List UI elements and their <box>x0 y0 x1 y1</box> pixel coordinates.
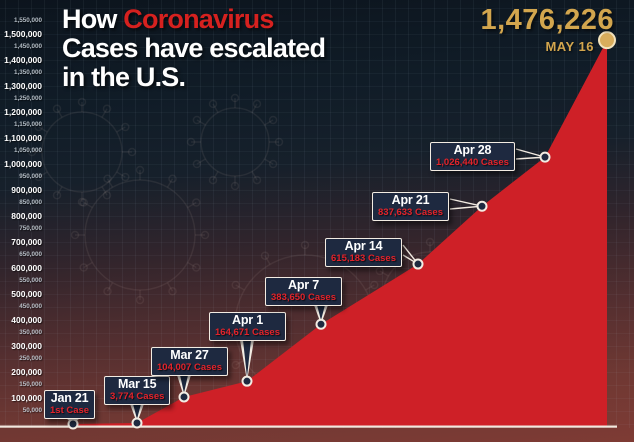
data-point-dot <box>241 375 253 387</box>
data-point-dot <box>476 200 488 212</box>
callout-date: Mar 27 <box>170 348 209 362</box>
callout-cases: 3,774 Cases <box>110 390 165 402</box>
y-tick-label: 350,000 <box>19 329 42 336</box>
callout-date: Apr 14 <box>344 239 383 253</box>
cases-area-series <box>73 40 607 428</box>
callout-pointer-inner <box>133 404 141 420</box>
callout-date: Jan 21 <box>50 391 89 405</box>
callout-jan-21: Jan 21 1st Case <box>44 390 96 419</box>
y-tick-label: 250,000 <box>19 355 42 362</box>
y-tick-label: 1,050,000 <box>13 147 42 154</box>
y-tick-label: 150,000 <box>19 381 42 388</box>
y-tick-label: 400,000 <box>11 315 42 325</box>
y-tick-label: 850,000 <box>19 199 42 206</box>
y-tick-label: 950,000 <box>19 173 42 180</box>
callout-pointer-inner <box>243 340 251 378</box>
y-tick-label: 1,450,000 <box>13 43 42 50</box>
callout-pointer-inner <box>180 375 188 393</box>
y-tick-label: 1,200,000 <box>4 107 42 117</box>
data-point-dot <box>539 151 551 163</box>
data-point-dot <box>131 417 143 429</box>
callout-apr-1: Apr 1 164,671 Cases <box>209 312 286 341</box>
y-tick-label: 550,000 <box>19 277 42 284</box>
callout-cases: 1st Case <box>50 404 90 416</box>
y-tick-label: 450,000 <box>19 303 42 310</box>
callout-apr-21: Apr 21 837,633 Cases <box>372 192 449 221</box>
y-tick-label: 1,400,000 <box>4 55 42 65</box>
callout-mar-15: Mar 15 3,774 Cases <box>104 376 171 405</box>
y-tick-label: 1,100,000 <box>4 133 42 143</box>
y-tick-label: 1,000,000 <box>4 159 42 169</box>
total-cases-value: 1,476,226 <box>480 4 614 36</box>
callout-date: Apr 21 <box>391 193 430 207</box>
y-tick-label: 1,150,000 <box>13 121 42 128</box>
callout-date: Apr 1 <box>232 313 263 327</box>
y-tick-label: 800,000 <box>11 211 42 221</box>
title-word-how: How <box>62 4 117 34</box>
total-cases-date: MAY 16 <box>545 39 594 54</box>
callout-cases: 164,671 Cases <box>215 326 280 338</box>
y-tick-label: 900,000 <box>11 185 42 195</box>
y-tick-label: 1,300,000 <box>4 81 42 91</box>
y-tick-label: 1,250,000 <box>13 95 42 102</box>
y-tick-label: 700,000 <box>11 237 42 247</box>
callout-cases: 104,007 Cases <box>157 361 222 373</box>
data-point-dot <box>178 391 190 403</box>
virus-sketch <box>186 93 284 191</box>
callout-date: Apr 7 <box>288 278 319 292</box>
y-tick-label: 50,000 <box>22 407 42 414</box>
callout-apr-28: Apr 28 1,026,440 Cases <box>430 142 515 171</box>
y-tick-label: 650,000 <box>19 251 42 258</box>
virus-sketch <box>70 165 210 305</box>
y-tick-label: 750,000 <box>19 225 42 232</box>
x-axis-line <box>0 425 617 428</box>
title-line-3: in the U.S. <box>62 62 186 92</box>
callout-date: Mar 15 <box>118 377 157 391</box>
y-tick-label: 600,000 <box>11 263 42 273</box>
callout-cases: 383,650 Cases <box>271 291 336 303</box>
virus-sketch <box>27 97 137 207</box>
callout-cases: 615,183 Cases <box>331 252 396 264</box>
total-counter: 1,476,226 MAY 16 <box>480 4 614 54</box>
callout-cases: 837,633 Cases <box>378 206 443 218</box>
data-point-dot <box>315 318 327 330</box>
callout-date: Apr 28 <box>453 143 492 157</box>
y-axis-labels: 1,550,000 1,500,000 1,450,000 1,400,000 1,35… <box>0 0 42 442</box>
title-line-1: How Coronavirus <box>62 5 325 34</box>
y-tick-label: 500,000 <box>11 289 42 299</box>
callout-cases: 1,026,440 Cases <box>436 156 509 168</box>
y-tick-label: 1,550,000 <box>13 17 42 24</box>
y-tick-label: 1,350,000 <box>13 69 42 76</box>
callout-mar-27: Mar 27 104,007 Cases <box>151 347 228 376</box>
y-tick-label: 1,500,000 <box>4 29 42 39</box>
y-tick-label: 200,000 <box>11 367 42 377</box>
y-tick-label: 300,000 <box>11 341 42 351</box>
callout-apr-7: Apr 7 383,650 Cases <box>265 277 342 306</box>
y-tick-label: 100,000 <box>11 393 42 403</box>
title-line-2: Cases have escalated <box>62 33 326 63</box>
callout-pointer-inner <box>317 305 325 321</box>
page-title: How Coronavirus Cases have escalated in … <box>62 5 326 92</box>
callout-apr-14: Apr 14 615,183 Cases <box>325 238 402 267</box>
data-point-dot <box>67 418 79 430</box>
title-word-coronavirus: Coronavirus <box>123 4 274 34</box>
data-point-dot <box>412 258 424 270</box>
latest-total-dot <box>598 31 616 50</box>
